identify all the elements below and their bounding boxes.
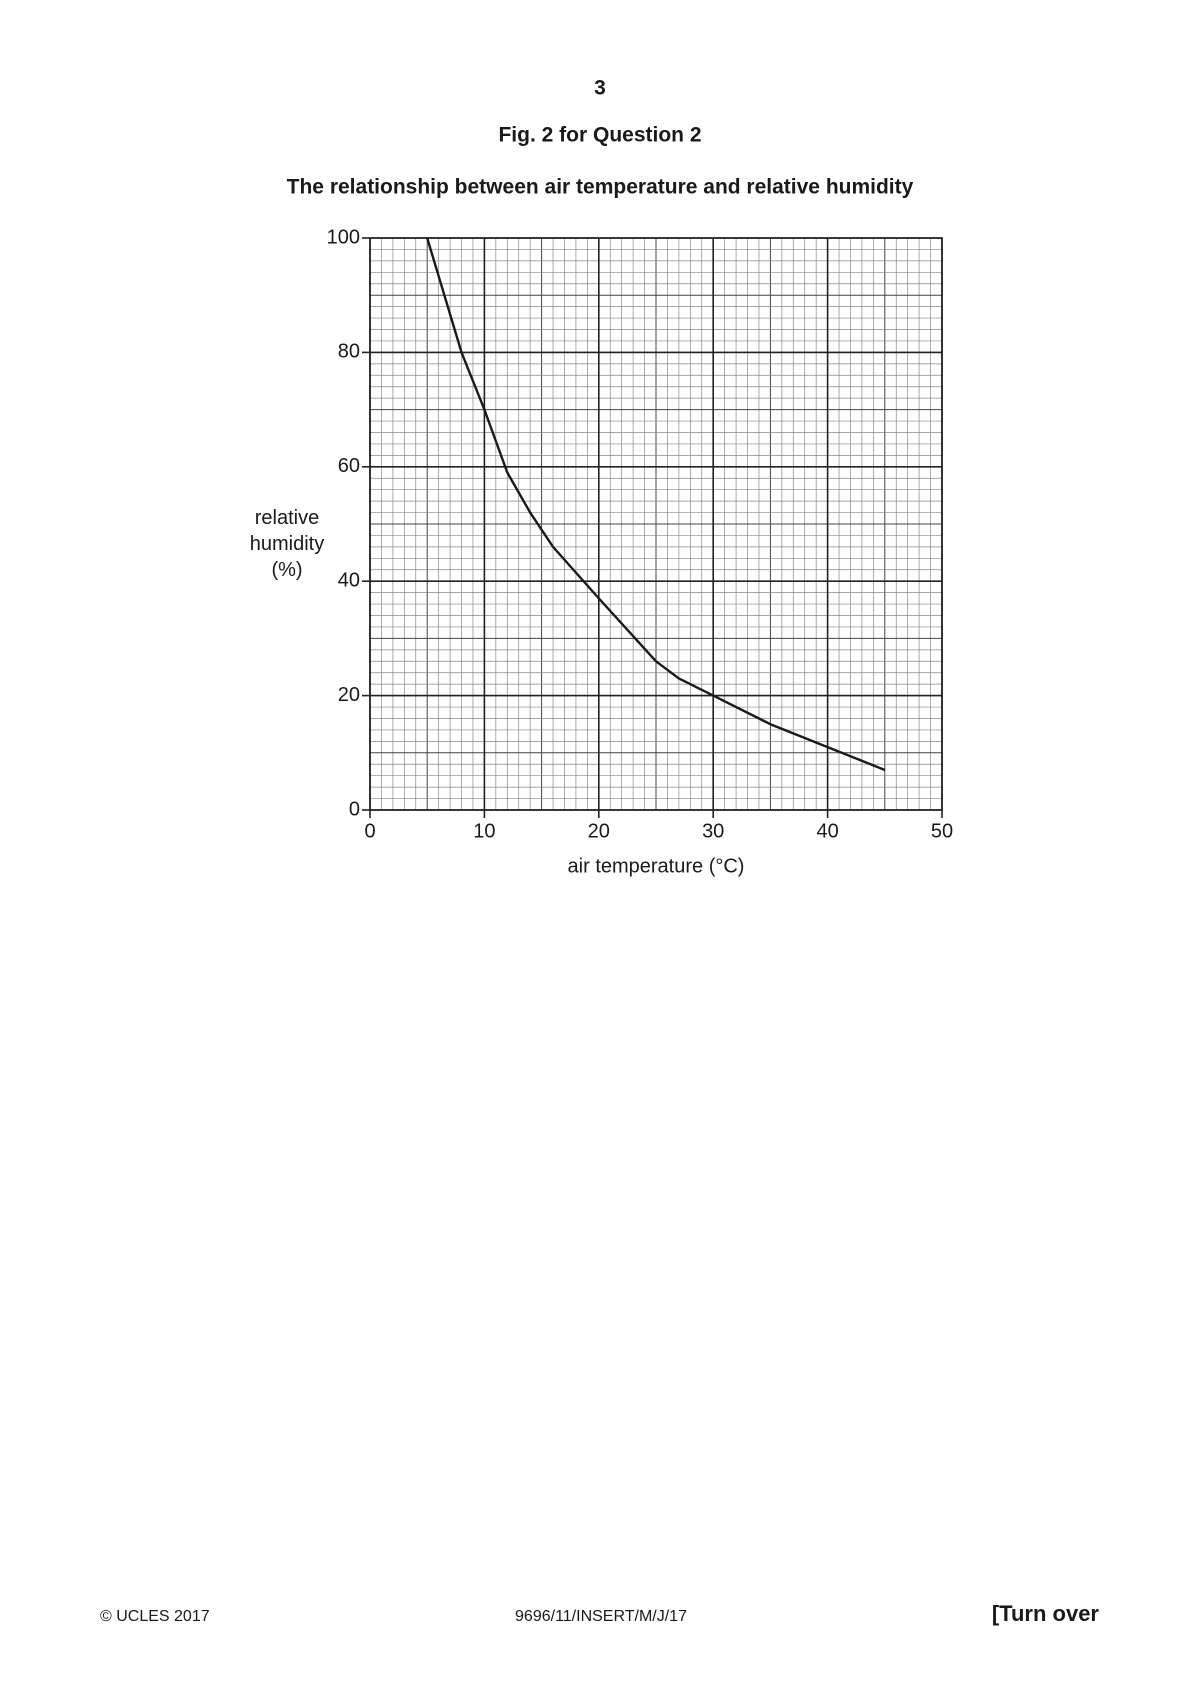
data-line: [426, 237, 886, 772]
y-tick-label: 100: [327, 226, 360, 248]
figure-caption: Fig. 2 for Question 2: [498, 124, 701, 147]
footer-right: [Turn over: [992, 1601, 1100, 1626]
chart-title: The relationship between air temperature…: [287, 176, 914, 199]
y-tick-label: 80: [338, 341, 360, 363]
x-tick-label: 10: [473, 820, 495, 842]
y-tick-label: 20: [338, 684, 360, 706]
plot-frame: [369, 237, 943, 811]
x-tick-label: 20: [588, 820, 610, 842]
y-tick-label: 0: [349, 798, 360, 820]
footer-center: 9696/11/INSERT/M/J/17: [515, 1608, 687, 1625]
x-tick-label: 40: [816, 820, 838, 842]
y-tick-label: 60: [338, 455, 360, 477]
x-tick-label: 0: [364, 820, 375, 842]
footer-left: © UCLES 2017: [100, 1608, 210, 1625]
page-number: 3: [594, 77, 606, 100]
x-tick-label: 50: [931, 820, 953, 842]
x-axis-label: air temperature (°C): [568, 855, 745, 877]
y-axis-label: relative humidity (%): [249, 507, 325, 581]
y-tick-label: 40: [338, 569, 360, 591]
x-tick-label: 30: [702, 820, 724, 842]
